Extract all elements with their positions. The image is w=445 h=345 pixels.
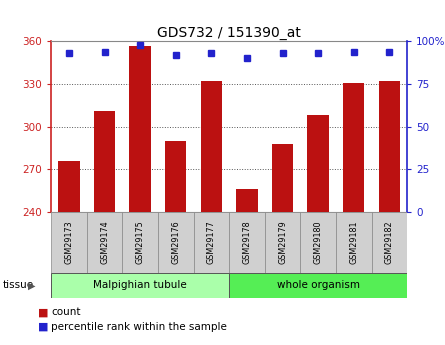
- Text: ▶: ▶: [28, 280, 36, 290]
- Text: tissue: tissue: [2, 280, 33, 290]
- Text: GSM29182: GSM29182: [385, 220, 394, 264]
- Bar: [307, 115, 329, 212]
- Bar: [379, 81, 400, 212]
- Bar: [194, 212, 229, 273]
- Text: GSM29175: GSM29175: [136, 220, 145, 264]
- Text: whole organism: whole organism: [277, 280, 360, 290]
- Text: count: count: [51, 307, 81, 317]
- Bar: [165, 141, 186, 212]
- Bar: [265, 212, 300, 273]
- Bar: [51, 273, 229, 298]
- Bar: [129, 46, 151, 212]
- Text: GSM29181: GSM29181: [349, 220, 358, 264]
- Bar: [343, 83, 364, 212]
- Bar: [58, 161, 80, 212]
- Bar: [372, 212, 407, 273]
- Text: GSM29178: GSM29178: [243, 220, 251, 264]
- Bar: [201, 81, 222, 212]
- Text: GSM29179: GSM29179: [278, 220, 287, 264]
- Bar: [122, 212, 158, 273]
- Bar: [300, 212, 336, 273]
- Text: Malpighian tubule: Malpighian tubule: [93, 280, 187, 290]
- Text: GSM29176: GSM29176: [171, 220, 180, 264]
- Text: GSM29177: GSM29177: [207, 220, 216, 264]
- Text: ■: ■: [38, 322, 49, 332]
- Text: GSM29174: GSM29174: [100, 220, 109, 264]
- Bar: [236, 189, 258, 212]
- Text: GSM29173: GSM29173: [65, 220, 73, 264]
- Text: GSM29180: GSM29180: [314, 220, 323, 264]
- Text: ■: ■: [38, 307, 49, 317]
- Text: percentile rank within the sample: percentile rank within the sample: [51, 322, 227, 332]
- Bar: [51, 212, 87, 273]
- Bar: [158, 212, 194, 273]
- Bar: [94, 111, 115, 212]
- Title: GDS732 / 151390_at: GDS732 / 151390_at: [157, 26, 301, 40]
- Bar: [87, 212, 122, 273]
- Bar: [229, 273, 407, 298]
- Bar: [336, 212, 372, 273]
- Bar: [272, 144, 293, 212]
- Bar: [229, 212, 265, 273]
